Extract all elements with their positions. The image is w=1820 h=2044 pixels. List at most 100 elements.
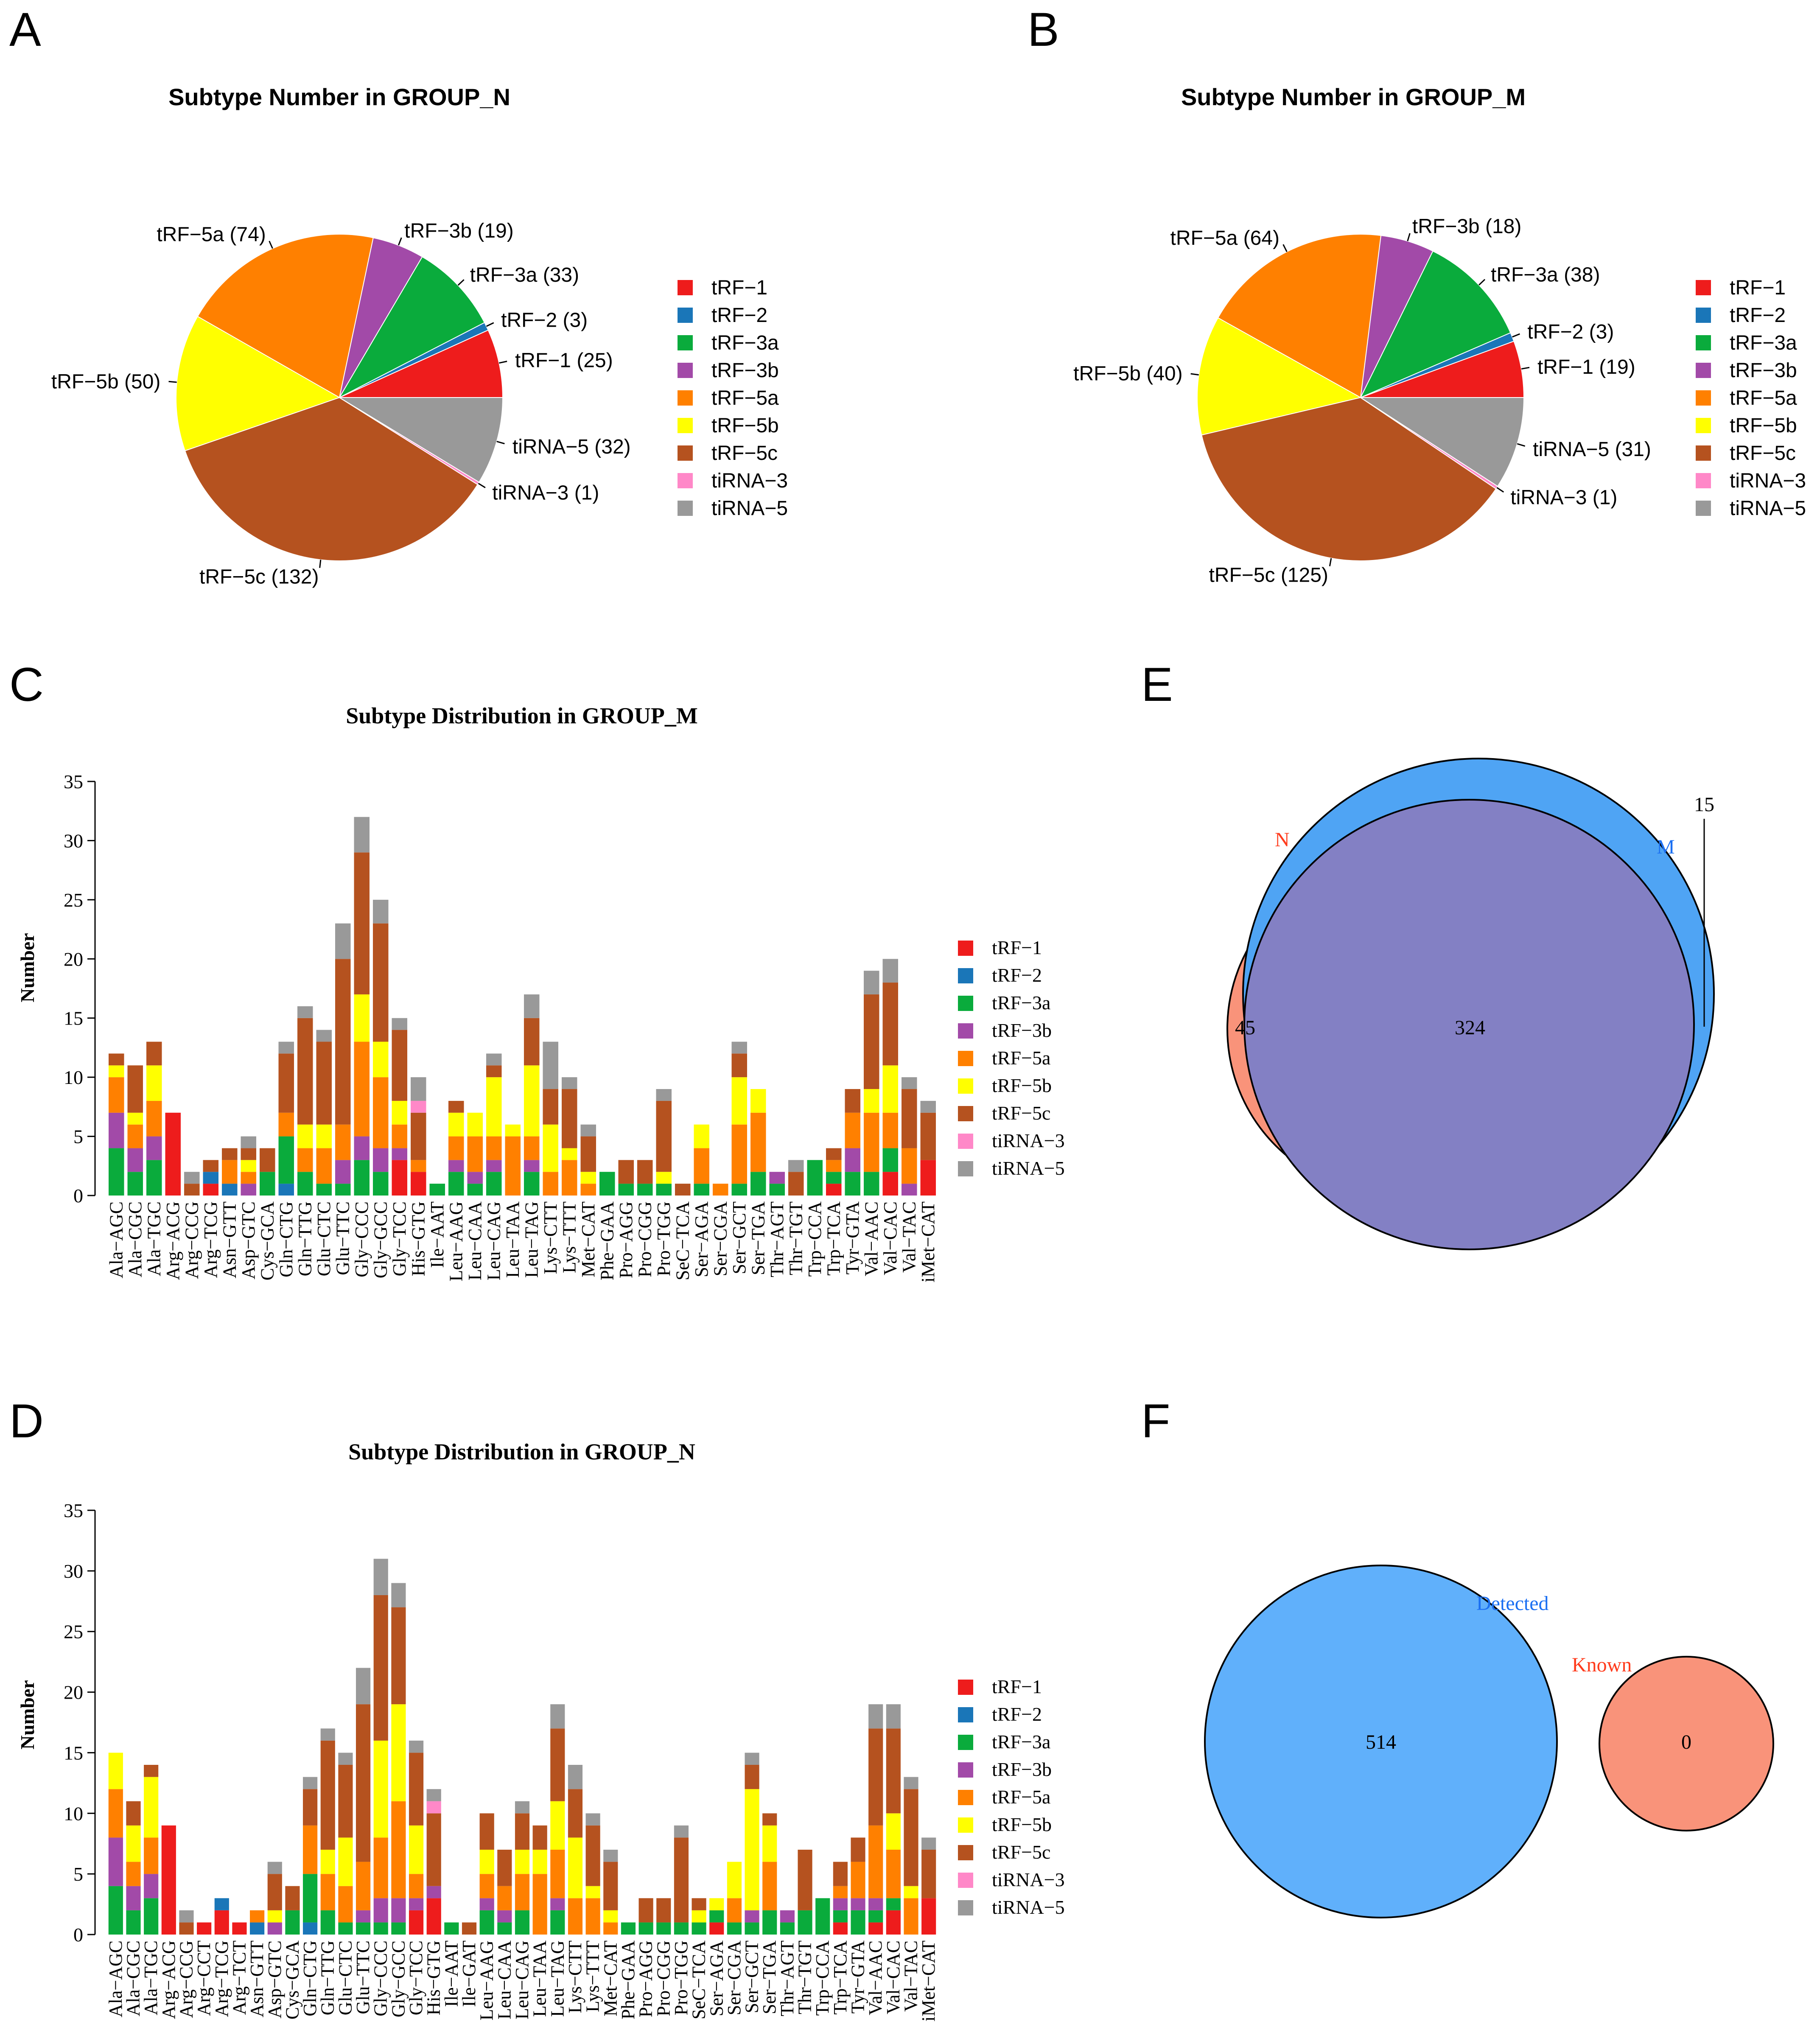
pie-slice-label-trf-3b: tRF−3b (19) [404, 220, 513, 242]
legend-swatch-trf-3a [958, 996, 973, 1011]
legend-label-trf-1: tRF−1 [711, 277, 767, 299]
bar-segment-trf-5a [580, 1184, 596, 1196]
bar-segment-trf-3b [745, 1910, 759, 1923]
legend-swatch-tirna-3 [678, 473, 693, 488]
bar-segment-trf-5c [585, 1825, 600, 1886]
legend-label-trf-2: tRF−2 [992, 1703, 1042, 1725]
bar-segment-trf-3a [886, 1898, 901, 1910]
x-tick-label: Ser−CGA [724, 1940, 745, 2016]
bar-segment-trf-5c [373, 923, 389, 1042]
bar-segment-trf-5a [411, 1160, 426, 1172]
bar-segment-trf-5a [694, 1148, 709, 1184]
bar-segment-tirna-3 [426, 1801, 441, 1814]
bar-segment-trf-5b [568, 1837, 583, 1898]
bar-segment-trf-5c [335, 959, 351, 1125]
bar-segment-tirna-5 [886, 1704, 901, 1729]
bar-segment-trf-3b [356, 1910, 371, 1923]
pie-slice-trf-5a [197, 234, 374, 398]
bar-segment-trf-5c [580, 1136, 596, 1172]
bar-segment-trf-3a [833, 1910, 848, 1923]
bar-segment-trf-5a [241, 1172, 256, 1184]
y-tick-label: 5 [73, 1863, 83, 1885]
bar-segment-trf-5c [882, 983, 898, 1066]
x-tick-label: Met−CAT [600, 1940, 621, 2016]
bar-segment-trf-3b [241, 1184, 256, 1196]
bar-segment-trf-5b [448, 1112, 464, 1137]
bar-segment-tirna-5 [297, 1006, 313, 1018]
legend-label-trf-5b: tRF−5b [992, 1075, 1052, 1096]
bar-segment-trf-1 [882, 1172, 898, 1196]
bar-segment-trf-3b [524, 1160, 540, 1172]
pie-leader-line [457, 279, 465, 286]
bar-segment-tirna-5 [921, 1837, 936, 1850]
x-tick-label: Val−TAC [901, 1940, 921, 2012]
pie-slice-label-tirna-5: tiRNA−5 (31) [1533, 438, 1651, 461]
x-tick-label: Pro−AGG [616, 1201, 636, 1278]
bar-segment-trf-5c [267, 1874, 282, 1910]
bar-segment-tirna-5 [550, 1704, 565, 1729]
bar-segment-trf-3a [126, 1910, 141, 1935]
bar-segment-trf-5c [179, 1922, 194, 1935]
bar-segment-trf-2 [278, 1184, 294, 1196]
bar-segment-trf-3b [851, 1898, 865, 1910]
bar-segment-trf-5c [902, 1089, 917, 1148]
pie-chart-group-n: Subtype Number in GROUP_N tRF−1 (25) tRF−… [51, 84, 788, 588]
bar-segment-trf-3a [260, 1172, 275, 1196]
bar-segment-trf-3a [515, 1910, 530, 1935]
x-tick-label: Leu−TAG [521, 1201, 542, 1278]
bar-segment-trf-5b [603, 1910, 618, 1923]
bar-segment-trf-3a [815, 1898, 830, 1935]
legend-label-trf-5c: tRF−5c [1730, 442, 1796, 465]
x-tick-label: Ser−CGA [710, 1201, 731, 1277]
bar-segment-tirna-5 [674, 1825, 689, 1838]
bar-segment-trf-3b [486, 1160, 502, 1172]
bar-segment-trf-5a [373, 1837, 388, 1898]
x-tick-label: Leu−CAA [465, 1201, 485, 1280]
bar-segment-tirna-5 [585, 1813, 600, 1826]
bar-segment-trf-5b [373, 1740, 388, 1838]
bar-segment-trf-5c [391, 1607, 406, 1705]
panel-label-e: E [1141, 658, 1173, 711]
bar-segment-trf-3b [127, 1148, 143, 1172]
bar-segment-trf-5c [845, 1089, 860, 1113]
venn-detected-circle [1204, 1565, 1558, 1918]
x-tick-label: Pro−CGG [653, 1940, 674, 2016]
bar-segment-trf-3a [618, 1184, 634, 1196]
legend-swatch-trf-5a [958, 1790, 973, 1805]
bar-segment-trf-1 [409, 1910, 424, 1935]
bar-segment-trf-5c [411, 1112, 426, 1160]
x-tick-label: Pro−AGG [636, 1940, 656, 2017]
venn-detected-count: 514 [1366, 1731, 1396, 1753]
bar-segment-trf-3a [373, 1922, 388, 1935]
bar-segment-trf-3a [762, 1910, 777, 1935]
bar-segment-trf-3a [320, 1910, 335, 1935]
pie-slice-label-trf-2: tRF−2 (3) [1527, 321, 1614, 343]
x-tick-label: Ala−AGC [105, 1940, 126, 2017]
bar-segment-trf-3a [769, 1184, 785, 1196]
bar-segment-trf-5c [921, 1850, 936, 1898]
bar-segment-tirna-5 [409, 1740, 424, 1753]
bar-segment-trf-5b [144, 1777, 159, 1838]
x-tick-label: Asn−GTT [219, 1201, 240, 1278]
bar-segment-trf-3a [798, 1910, 812, 1935]
bar-segment-trf-3a [316, 1184, 332, 1196]
bar-segment-trf-3b [769, 1172, 785, 1184]
bar-segment-trf-3b [467, 1172, 483, 1184]
bar-segment-trf-3b [845, 1148, 860, 1172]
pie-slice-trf-5a [1217, 234, 1382, 398]
venn-n-vs-m: N M 45 324 15 [1226, 758, 1715, 1250]
bar-segment-trf-5a [391, 1801, 406, 1898]
bar-segment-trf-5b [750, 1089, 766, 1113]
bar-segment-trf-5c [146, 1042, 162, 1066]
legend-label-trf-5a: tRF−5a [992, 1786, 1050, 1808]
bar-segment-trf-3b [109, 1112, 124, 1148]
pie-slice-label-trf-5b: tRF−5b (50) [51, 370, 160, 393]
bar-segment-trf-5c [638, 1898, 653, 1923]
venn-only-m-count: 15 [1694, 793, 1714, 816]
bar-segment-trf-3b [391, 1898, 406, 1923]
x-tick-label: Lys−CTT [565, 1940, 585, 2013]
legend-label-tirna-3: tiRNA−3 [992, 1869, 1065, 1890]
bar-segment-trf-5c [316, 1042, 332, 1125]
y-tick-label: 35 [64, 1500, 83, 1521]
x-tick-label: Trp−TCA [830, 1940, 851, 2015]
